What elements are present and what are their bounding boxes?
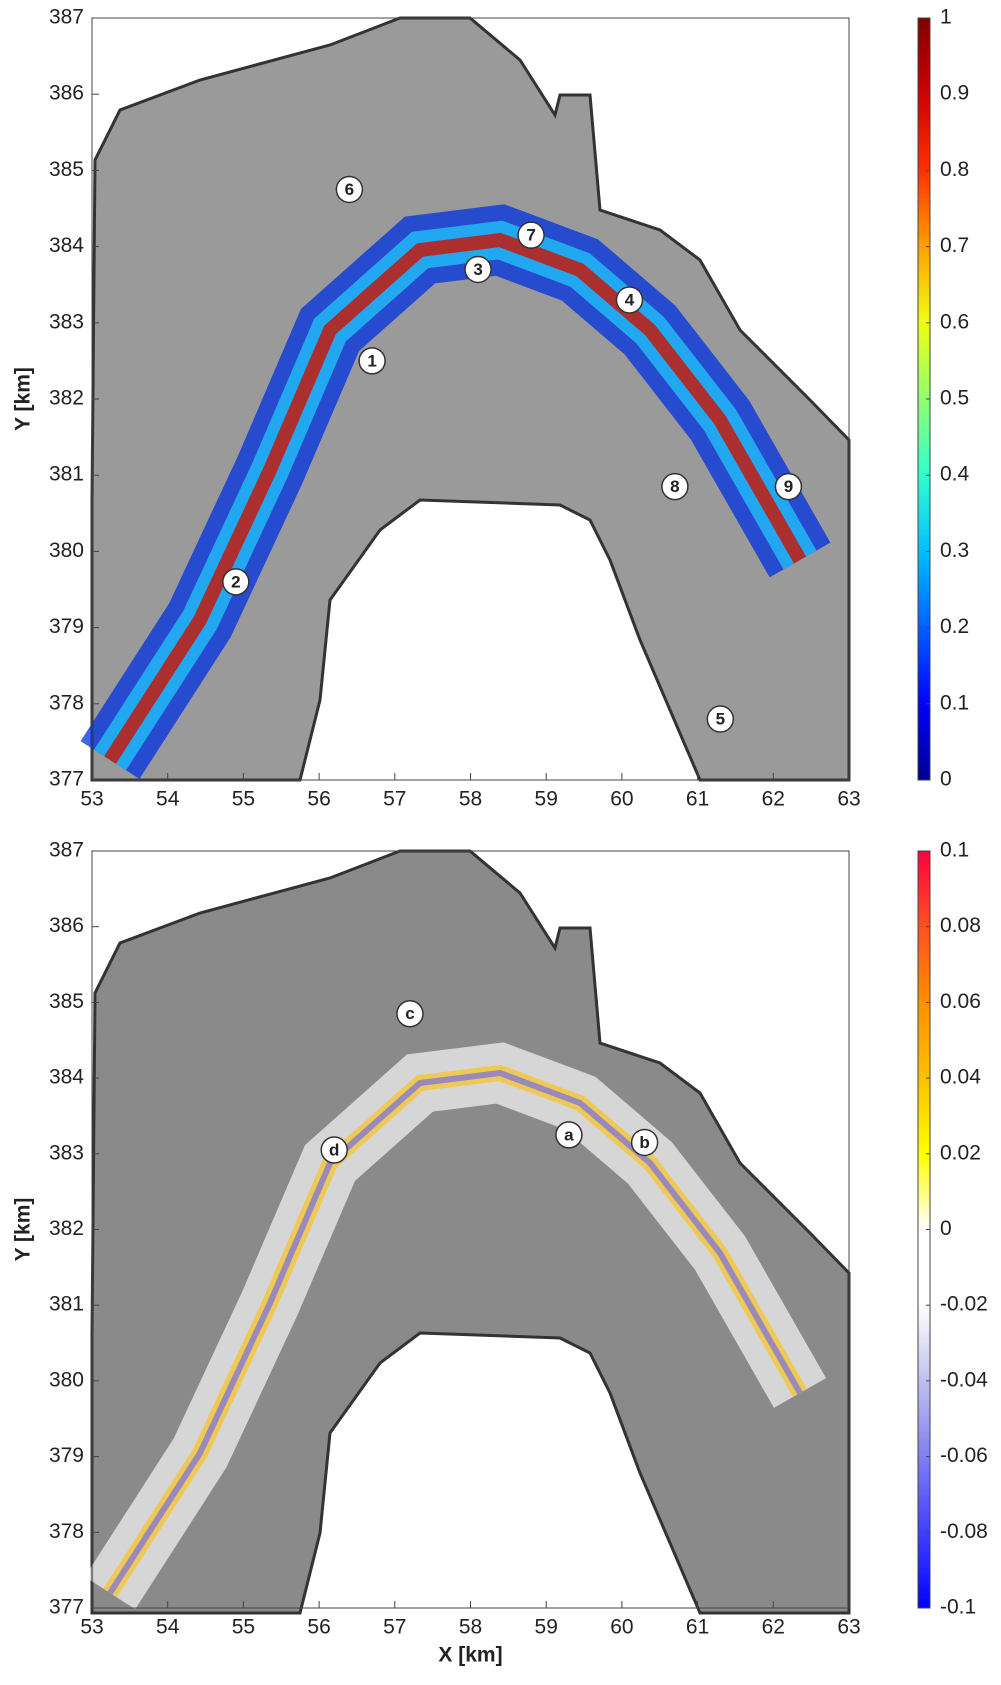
x-tick-label: 53: [80, 788, 103, 811]
colorbar-tick-label: 0.8: [940, 158, 969, 181]
annotation-label: b: [639, 1133, 649, 1152]
y-tick-label: 387: [49, 6, 84, 29]
y-tick-label: 377: [49, 1596, 84, 1619]
annotation-marker: [517, 221, 545, 249]
colorbar-tick-label: 0.08: [940, 914, 981, 937]
y-axis-label: Y [km]: [12, 1198, 35, 1262]
y-axis-label: Y [km]: [12, 367, 35, 431]
x-tick-label: 61: [686, 1616, 709, 1639]
annotation-label: 5: [716, 710, 725, 729]
y-tick-label: 381: [49, 463, 84, 486]
colorbar-tick-label: 0.5: [940, 387, 969, 410]
colorbar-tick-label: 0.1: [940, 691, 969, 714]
colorbar-tick-label: 0.4: [940, 463, 970, 486]
x-tick-label: 60: [610, 788, 633, 811]
annotation-label: d: [329, 1140, 339, 1159]
annotation-marker: [320, 1136, 348, 1164]
annotation-marker: [396, 1000, 424, 1028]
colorbar-tick-label: -0.1: [940, 1596, 976, 1619]
annotation-marker: [358, 347, 386, 375]
colorbar-tick-label: 0.7: [940, 234, 969, 257]
colorbar-tick-label: 0: [940, 768, 952, 791]
annotation-label: 9: [784, 477, 793, 496]
y-tick-label: 387: [49, 839, 84, 862]
annotation-marker: [335, 175, 364, 204]
colorbar-tick-label: 0.3: [940, 539, 969, 562]
x-tick-label: 57: [383, 788, 406, 811]
x-tick-label: 58: [459, 1616, 482, 1639]
x-tick-label: 63: [837, 788, 860, 811]
colorbar-tick-label: -0.02: [940, 1293, 988, 1316]
y-tick-label: 385: [49, 158, 84, 181]
y-tick-label: 377: [49, 768, 84, 791]
y-tick-label: 378: [49, 1520, 84, 1543]
x-axis-label: X [km]: [438, 1644, 502, 1667]
y-tick-label: 382: [49, 1217, 84, 1240]
x-tick-label: 62: [762, 1616, 785, 1639]
colorbar-tick-label: 0.04: [940, 1066, 981, 1089]
x-tick-label: 54: [156, 788, 180, 811]
x-tick-label: 56: [307, 788, 330, 811]
x-tick-label: 59: [535, 788, 558, 811]
colorbar-tick-label: 0.02: [940, 1141, 981, 1164]
annotation-label: 3: [473, 260, 482, 279]
y-tick-label: 378: [49, 691, 84, 714]
colorbar-tick-label: 0.6: [940, 310, 969, 333]
y-tick-label: 384: [49, 1066, 84, 1089]
annotation-marker: [706, 705, 735, 733]
x-tick-label: 54: [156, 1616, 180, 1639]
annotation-marker: [464, 255, 492, 284]
y-tick-label: 386: [49, 914, 84, 937]
annotation-marker: [222, 568, 250, 596]
y-tick-label: 379: [49, 1444, 84, 1467]
annotation-marker: [555, 1121, 583, 1149]
annotation-marker: [774, 472, 803, 501]
x-tick-label: 59: [535, 1616, 558, 1639]
x-tick-label: 56: [307, 1616, 330, 1639]
y-tick-label: 386: [49, 82, 84, 105]
annotation-marker: [615, 286, 644, 314]
colorbar-tick-label: 0.9: [940, 82, 969, 105]
x-tick-label: 60: [610, 1616, 633, 1639]
x-tick-label: 57: [383, 1616, 406, 1639]
panel-background: [92, 849, 851, 1613]
y-tick-label: 383: [49, 1141, 84, 1164]
y-tick-label: 385: [49, 990, 84, 1013]
y-tick-label: 383: [49, 310, 84, 333]
annotation-label: 6: [345, 180, 354, 199]
x-tick-label: 62: [762, 788, 785, 811]
y-tick-label: 382: [49, 387, 84, 410]
annotation-label: 2: [231, 572, 240, 591]
annotation-marker: [630, 1128, 659, 1157]
colorbar-tick-label: 0.2: [940, 615, 969, 638]
y-tick-label: 380: [49, 539, 84, 562]
colorbar-tick-label: 0: [940, 1217, 952, 1240]
annotation-marker: [661, 472, 689, 501]
y-tick-label: 384: [49, 234, 84, 257]
y-tick-label: 381: [49, 1293, 84, 1316]
annotation-label: 8: [670, 477, 679, 496]
annotation-label: 7: [526, 226, 535, 245]
annotation-label: 4: [625, 290, 635, 309]
x-tick-label: 55: [232, 788, 255, 811]
x-tick-label: 63: [837, 1616, 860, 1639]
colorbar-tick-label: -0.06: [940, 1444, 988, 1467]
x-tick-label: 61: [686, 788, 709, 811]
x-tick-label: 53: [80, 1616, 103, 1639]
colorbar-tick-label: 0.1: [940, 839, 969, 862]
x-tick-label: 55: [232, 1616, 255, 1639]
y-tick-label: 379: [49, 615, 84, 638]
colorbar-tick-label: -0.04: [940, 1368, 988, 1391]
panel-background: [92, 16, 851, 780]
annotation-label: a: [564, 1125, 574, 1144]
annotation-label: c: [405, 1004, 414, 1023]
colorbar-tick-label: 1: [940, 6, 952, 29]
annotation-label: 1: [367, 351, 376, 370]
y-tick-label: 380: [49, 1368, 84, 1391]
x-tick-label: 58: [459, 788, 482, 811]
colorbar-tick-label: -0.08: [940, 1520, 988, 1543]
colorbar-tick-label: 0.06: [940, 990, 981, 1013]
